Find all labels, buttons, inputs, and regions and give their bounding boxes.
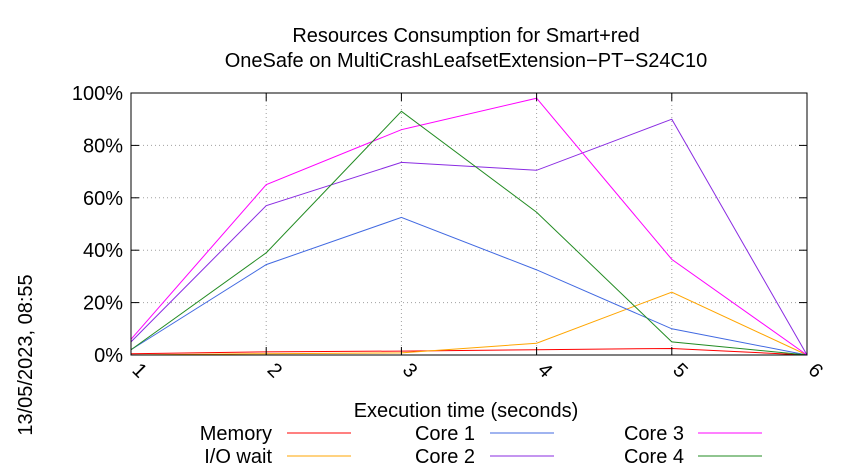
y-axis-tick-labels: 0% 20% 40% 60% 80% 100% xyxy=(72,83,123,367)
x-tick-label: 1 xyxy=(128,359,151,382)
x-tick-label: 6 xyxy=(804,359,827,382)
legend-label-core-2: Core 2 xyxy=(415,446,475,468)
y-tick-label: 20% xyxy=(83,293,123,315)
timestamp-label: 13/05/2023, 08:55 xyxy=(15,274,37,435)
y-tick-label: 80% xyxy=(83,135,123,157)
grid xyxy=(131,93,807,355)
legend-label-core-3: Core 3 xyxy=(624,423,684,445)
chart-subtitle: OneSafe on MultiCrashLeafsetExtension−PT… xyxy=(225,50,708,72)
legend-label-core-1: Core 1 xyxy=(415,423,475,445)
x-tick-label: 2 xyxy=(263,359,286,382)
y-tick-label: 100% xyxy=(72,83,123,105)
y-tick-label: 0% xyxy=(94,345,123,367)
x-tick-label: 4 xyxy=(533,359,556,382)
series-lines xyxy=(130,97,808,356)
plot-frame xyxy=(130,92,808,356)
series-line-i-o-wait xyxy=(130,291,808,356)
y-tick-label: 60% xyxy=(83,188,123,210)
chart-title: Resources Consumption for Smart+red xyxy=(292,25,639,47)
series-line-core-1 xyxy=(130,216,808,356)
x-axis-tick-labels: 1 2 3 4 5 6 xyxy=(128,359,827,382)
legend-label-core-4: Core 4 xyxy=(624,446,684,468)
y-tick-label: 40% xyxy=(83,240,123,262)
series-line-core-4 xyxy=(130,110,808,356)
legend-label-i-o-wait: I/O wait xyxy=(204,446,272,468)
x-tick-label: 5 xyxy=(668,359,691,382)
axis-ticks xyxy=(130,92,808,356)
legend-label-memory: Memory xyxy=(200,423,272,445)
series-line-core-2 xyxy=(130,118,808,356)
x-axis-label: Execution time (seconds) xyxy=(354,400,579,422)
series-line-core-3 xyxy=(130,97,808,356)
series-line-memory xyxy=(130,347,808,356)
x-tick-label: 3 xyxy=(398,359,421,382)
